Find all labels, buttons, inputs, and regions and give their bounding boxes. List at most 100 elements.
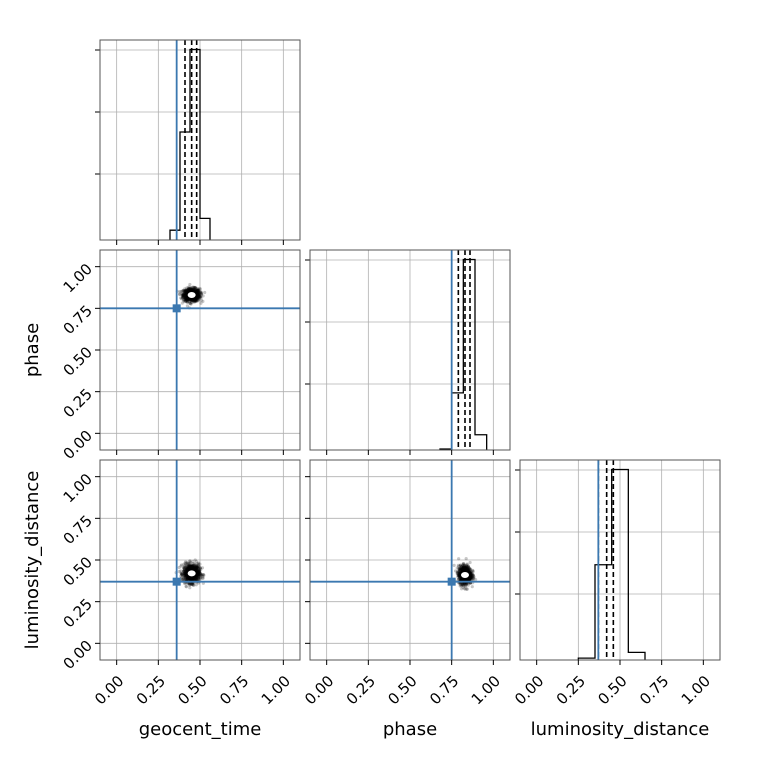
sample-point xyxy=(194,564,199,568)
sample-point xyxy=(186,297,190,302)
truth-marker xyxy=(172,577,181,586)
sample-point xyxy=(188,301,192,306)
sample-point xyxy=(189,564,193,568)
sample-point xyxy=(190,565,195,569)
sample-point xyxy=(183,294,187,298)
sample-point xyxy=(179,289,183,294)
sample-point xyxy=(191,287,195,291)
sample-point xyxy=(186,578,190,582)
sample-point xyxy=(465,587,469,591)
sample-point xyxy=(196,288,200,293)
sample-point xyxy=(193,299,197,303)
sample-point xyxy=(184,299,188,304)
sample-point xyxy=(184,288,188,292)
sample-point xyxy=(194,298,198,302)
sample-point xyxy=(187,287,191,291)
sample-point xyxy=(195,291,199,295)
sample-point xyxy=(199,290,203,294)
sample-point xyxy=(182,292,187,296)
sample-point xyxy=(190,578,194,582)
sample-point xyxy=(196,299,200,303)
sample-point xyxy=(183,295,187,299)
sample-point xyxy=(462,563,466,568)
x-tick-label: 1.00 xyxy=(678,672,714,708)
y-axis-label: luminosity_distance xyxy=(22,471,43,650)
sample-point xyxy=(187,285,191,289)
sample-point xyxy=(452,563,456,567)
sample-point xyxy=(198,572,202,576)
histogram-step xyxy=(439,258,488,450)
sample-point xyxy=(199,293,204,297)
sample-point xyxy=(196,296,200,301)
sample-point xyxy=(193,298,197,302)
sample-point xyxy=(186,300,190,304)
sample-point xyxy=(187,561,191,565)
sample-point xyxy=(196,290,200,294)
sample-point xyxy=(181,294,185,298)
sample-point xyxy=(186,287,191,291)
sample-point xyxy=(195,565,199,569)
sample-point xyxy=(183,297,187,302)
sample-point xyxy=(182,298,186,302)
sample-point xyxy=(194,567,198,571)
sample-point xyxy=(198,290,202,294)
sample-point xyxy=(196,290,200,295)
sample-point xyxy=(197,294,201,299)
sample-point xyxy=(196,562,201,566)
sample-point xyxy=(181,565,185,570)
x-tick-label: 0.00 xyxy=(301,672,337,708)
sample-point xyxy=(196,290,200,294)
sample-point xyxy=(196,574,200,579)
sample-point xyxy=(193,285,197,290)
sample-point xyxy=(181,577,186,581)
sample-point xyxy=(194,577,199,581)
sample-point xyxy=(192,300,196,304)
sample-point xyxy=(186,287,191,291)
sample-point xyxy=(191,299,195,303)
sample-point xyxy=(196,293,200,297)
sample-point xyxy=(185,300,189,304)
sample-point xyxy=(195,566,199,570)
sample-point xyxy=(189,302,193,306)
sample-point xyxy=(187,581,191,586)
sample-point xyxy=(197,570,202,574)
sample-point xyxy=(183,295,187,300)
sample-point xyxy=(189,287,193,291)
sample-point xyxy=(193,287,197,291)
sample-point xyxy=(184,562,188,566)
sample-point xyxy=(195,296,199,300)
y-tick-label: 0.00 xyxy=(60,637,96,673)
sample-point xyxy=(197,575,201,579)
sample-point xyxy=(194,566,199,571)
sample-point xyxy=(199,573,203,577)
sample-point xyxy=(198,562,202,566)
sample-point xyxy=(192,583,196,587)
sample-point xyxy=(196,293,200,297)
sample-point xyxy=(193,289,197,293)
sample-point xyxy=(187,564,192,569)
sample-point xyxy=(183,289,187,294)
sample-point xyxy=(190,564,194,568)
sample-point xyxy=(182,571,186,575)
sample-point xyxy=(184,290,188,294)
sample-point xyxy=(184,574,188,578)
sample-point xyxy=(186,288,190,292)
sample-point xyxy=(189,286,193,290)
sample-point xyxy=(197,294,201,298)
sample-point xyxy=(183,575,187,579)
sample-point xyxy=(185,578,189,582)
sample-point xyxy=(195,578,199,582)
truth-marker xyxy=(447,577,456,586)
sample-point xyxy=(183,294,187,298)
sample-point xyxy=(181,295,185,299)
sample-point xyxy=(188,301,192,306)
sample-point xyxy=(201,575,205,579)
sample-point xyxy=(196,569,201,573)
x-axis-label: geocent_time xyxy=(139,719,262,740)
sample-point xyxy=(197,294,202,298)
sample-point xyxy=(183,561,187,565)
sample-point xyxy=(190,288,194,292)
sample-point xyxy=(191,288,196,292)
sample-point xyxy=(198,295,203,299)
sample-point xyxy=(187,565,192,569)
